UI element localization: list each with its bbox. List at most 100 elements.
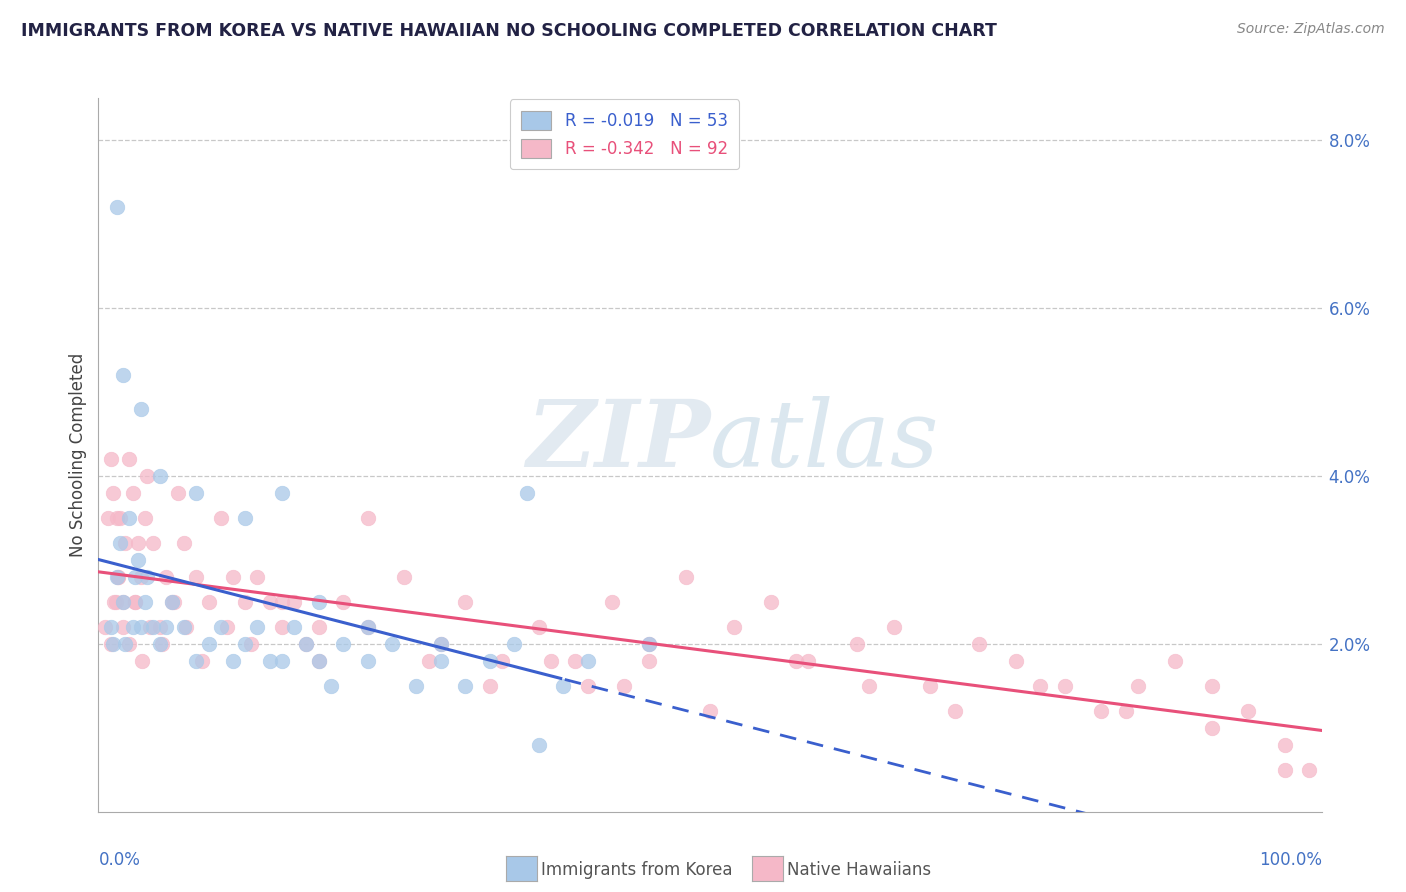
Point: [797, 654, 820, 668]
Point: [142, 536, 165, 550]
Text: Native Hawaiians: Native Hawaiians: [787, 861, 932, 879]
Point: [259, 654, 281, 668]
Legend: R = -0.019   N = 53, R = -0.342   N = 92: R = -0.019 N = 53, R = -0.342 N = 92: [509, 99, 740, 169]
Point: [103, 595, 125, 609]
Point: [1004, 654, 1026, 668]
Point: [308, 595, 330, 609]
Point: [114, 637, 136, 651]
Point: [167, 485, 190, 500]
Point: [246, 569, 269, 583]
Point: [454, 679, 477, 693]
Point: [111, 620, 134, 634]
Point: [356, 654, 378, 668]
Point: [222, 569, 245, 583]
Point: [197, 637, 219, 651]
Point: [527, 738, 550, 752]
Point: [1274, 738, 1296, 752]
Text: ZIP: ZIP: [526, 396, 710, 485]
Point: [1201, 679, 1223, 693]
Point: [478, 679, 501, 693]
Point: [101, 637, 124, 651]
Point: [845, 637, 868, 651]
Point: [638, 654, 661, 668]
Point: [491, 654, 513, 668]
Point: [308, 620, 330, 634]
Point: [553, 679, 575, 693]
Point: [270, 620, 294, 634]
Point: [127, 553, 149, 567]
Point: [121, 620, 143, 634]
Point: [134, 511, 156, 525]
Point: [186, 569, 208, 583]
Point: [222, 654, 245, 668]
Point: [356, 511, 378, 525]
Point: [564, 654, 586, 668]
Point: [454, 595, 477, 609]
Point: [430, 637, 453, 651]
Point: [240, 637, 263, 651]
Point: [270, 595, 294, 609]
Point: [100, 452, 122, 467]
Point: [418, 654, 440, 668]
Point: [381, 637, 404, 651]
Point: [1053, 679, 1076, 693]
Point: [111, 595, 134, 609]
Point: [943, 704, 966, 718]
Point: [173, 620, 195, 634]
Point: [197, 595, 219, 609]
Point: [233, 595, 256, 609]
Point: [118, 452, 141, 467]
Point: [129, 401, 152, 416]
Point: [124, 595, 146, 609]
Point: [723, 620, 745, 634]
Point: [215, 620, 238, 634]
Point: [392, 569, 416, 583]
Point: [1298, 763, 1320, 777]
Point: [638, 637, 661, 651]
Point: [576, 679, 599, 693]
Text: Immigrants from Korea: Immigrants from Korea: [541, 861, 733, 879]
Text: 0.0%: 0.0%: [98, 851, 141, 869]
Point: [308, 654, 330, 668]
Point: [295, 637, 318, 651]
Point: [131, 654, 153, 668]
Point: [150, 637, 173, 651]
Point: [1164, 654, 1187, 668]
Point: [104, 595, 127, 609]
Point: [127, 536, 149, 550]
Point: [761, 595, 783, 609]
Point: [97, 511, 120, 525]
Point: [105, 511, 128, 525]
Point: [295, 637, 318, 651]
Point: [100, 637, 122, 651]
Point: [110, 536, 132, 550]
Point: [186, 654, 208, 668]
Point: [516, 485, 538, 500]
Point: [121, 485, 143, 500]
Text: Source: ZipAtlas.com: Source: ZipAtlas.com: [1237, 22, 1385, 37]
Point: [149, 469, 172, 483]
Point: [114, 536, 136, 550]
Point: [160, 595, 183, 609]
Point: [613, 679, 636, 693]
Point: [209, 620, 232, 634]
Point: [136, 469, 159, 483]
Point: [191, 654, 214, 668]
Point: [186, 485, 208, 500]
Point: [149, 637, 172, 651]
Point: [1237, 704, 1260, 718]
Point: [149, 620, 172, 634]
Point: [405, 679, 427, 693]
Point: [124, 595, 146, 609]
Point: [209, 511, 232, 525]
Text: IMMIGRANTS FROM KOREA VS NATIVE HAWAIIAN NO SCHOOLING COMPLETED CORRELATION CHAR: IMMIGRANTS FROM KOREA VS NATIVE HAWAIIAN…: [21, 22, 997, 40]
Point: [155, 620, 177, 634]
Point: [136, 569, 159, 583]
Point: [246, 620, 269, 634]
Point: [110, 511, 132, 525]
Point: [270, 485, 294, 500]
Point: [163, 595, 186, 609]
Point: [356, 620, 378, 634]
Point: [259, 595, 281, 609]
Point: [111, 368, 134, 383]
